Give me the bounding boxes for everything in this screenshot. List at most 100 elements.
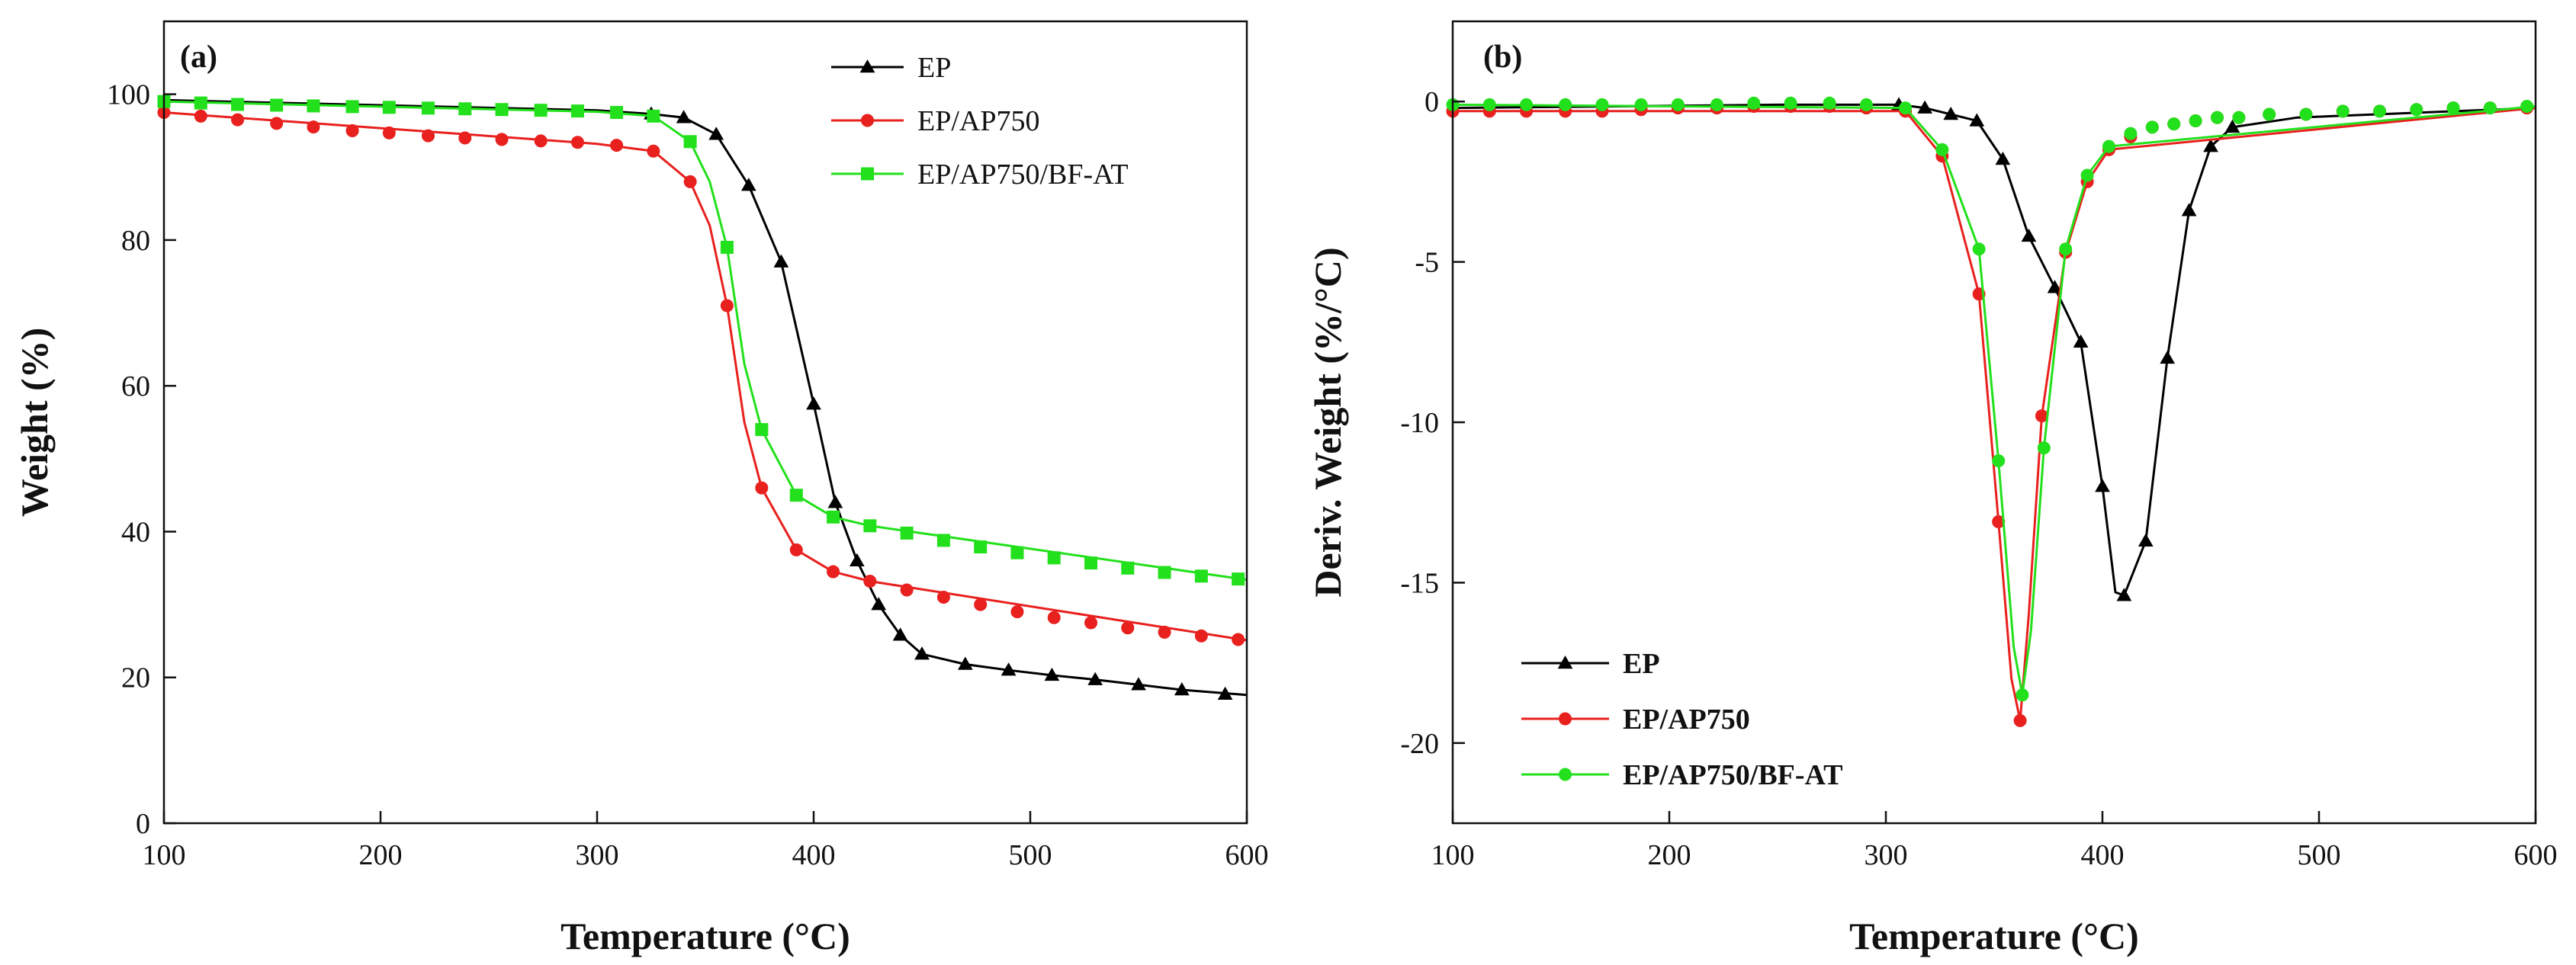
data-point-ep-ap750 [1010, 605, 1024, 619]
panel-a-legend: EP EP/AP750 EP/AP750/BF-AT [831, 52, 1129, 191]
data-point-ep-ap750-bf-at [1084, 556, 1098, 570]
data-point-ep [806, 396, 821, 410]
series-ep-ap750-bf-at [1446, 96, 2536, 702]
data-point-ep [676, 110, 692, 123]
data-point-ep-ap750-bf-at [2446, 101, 2460, 115]
data-point-ep-ap750-bf-at [1158, 566, 1171, 579]
legend-swatch-marker [861, 167, 874, 181]
panel-b-x-axis-title: Temperature (°C) [1849, 915, 2139, 957]
data-point-ep [2138, 533, 2154, 547]
data-point-ep-ap750-bf-at [789, 489, 803, 502]
panel-b-series [1446, 96, 2536, 727]
panel-b-y-axis-title: Deriv. Weight (%/°C) [1306, 247, 1349, 597]
data-point-ep-ap750 [1194, 629, 1208, 643]
data-point-ep-ap750-bf-at [827, 510, 840, 524]
y-tick-label: -15 [1400, 567, 1439, 599]
data-point-ep [1044, 667, 1060, 681]
data-point-ep-ap750-bf-at [2059, 242, 2073, 256]
data-point-ep-ap750-bf-at [683, 135, 697, 149]
data-point-ep [2047, 280, 2063, 293]
panel-b-label: (b) [1483, 40, 1522, 75]
data-point-ep-ap750-bf-at [534, 104, 548, 117]
data-point-ep [740, 178, 756, 191]
data-point-ep-ap750 [1232, 633, 1245, 646]
data-point-ep-ap750 [421, 129, 435, 143]
data-point-ep [914, 646, 930, 660]
panel-a-series [157, 95, 1248, 700]
data-point-ep [1969, 113, 1985, 127]
data-point-ep-ap750-bf-at [345, 100, 359, 114]
x-tick-label: 100 [1431, 839, 1475, 871]
panel-a-plot-frame [162, 20, 1248, 825]
data-point-ep-ap750-bf-at [2080, 168, 2094, 182]
data-point-ep-ap750-bf-at [570, 104, 584, 118]
data-point-ep-ap750-bf-at [2299, 107, 2313, 121]
data-point-ep-ap750 [974, 598, 988, 611]
data-point-ep-ap750-bf-at [2167, 117, 2181, 131]
data-point-ep-ap750-bf-at [1859, 98, 1873, 111]
legend-swatch-marker [1559, 712, 1572, 726]
data-point-ep-ap750 [1084, 616, 1098, 630]
data-point-ep-ap750-bf-at [458, 102, 472, 116]
data-point-ep-ap750-bf-at [421, 101, 435, 115]
data-point-ep-ap750 [2013, 713, 2027, 727]
data-point-ep-ap750-bf-at [2373, 104, 2387, 118]
data-point-ep-ap750 [720, 299, 734, 313]
x-tick-label: 300 [1865, 839, 1908, 871]
panel-a-x-axis-title: Temperature (°C) [560, 915, 850, 957]
data-point-ep [1995, 151, 2011, 165]
data-point-ep-ap750 [1047, 611, 1061, 624]
legend-label: EP [1623, 648, 1660, 680]
data-point-ep-ap750-bf-at [2016, 688, 2029, 702]
data-point-ep-ap750-bf-at [1747, 96, 1761, 110]
data-point-ep-ap750-bf-at [1010, 546, 1024, 559]
data-point-ep-ap750-bf-at [936, 534, 950, 547]
data-point-ep-ap750-bf-at [2037, 441, 2051, 455]
data-point-ep-ap750-bf-at [2520, 100, 2534, 114]
x-tick-label: 200 [1648, 839, 1691, 871]
data-point-ep-ap750-bf-at [270, 98, 284, 112]
y-tick-label: 40 [121, 516, 150, 548]
panel-b-legend: EP EP/AP750 EP/AP750/BF-AT [1521, 648, 1843, 791]
data-point-ep-ap750-bf-at [1899, 101, 1913, 115]
data-point-ep-ap750-bf-at [1520, 98, 1534, 111]
y-tick-label: -20 [1400, 728, 1439, 760]
x-tick-label: 100 [143, 839, 186, 871]
data-point-ep-ap750-bf-at [2124, 127, 2138, 140]
x-tick-label: 200 [359, 839, 403, 871]
legend-item-ep-ap750: EP/AP750 [1521, 704, 1750, 736]
x-tick-label: 500 [2298, 839, 2341, 871]
data-point-ep-ap750-bf-at [647, 109, 660, 123]
data-point-ep-ap750-bf-at [495, 103, 509, 117]
data-point-ep-ap750-bf-at [2483, 101, 2497, 115]
data-point-ep [773, 254, 789, 268]
data-point-ep [2095, 479, 2110, 492]
x-tick-label: 600 [1225, 839, 1269, 871]
data-point-ep [1174, 681, 1190, 696]
data-point-ep [2181, 203, 2197, 216]
data-point-ep-ap750-bf-at [231, 98, 245, 111]
legend-label: EP/AP750/BF-AT [1623, 759, 1843, 791]
legend-swatch-marker [1557, 655, 1573, 669]
data-point-ep-ap750-bf-at [863, 519, 877, 533]
data-point-ep-ap750-bf-at [1047, 551, 1061, 565]
data-point-ep-ap750-bf-at [1671, 98, 1685, 111]
data-point-ep [1087, 672, 1103, 685]
data-point-ep-ap750 [900, 583, 914, 597]
panel-a-y-axis-title: Weight (%) [13, 328, 56, 518]
data-point-ep [1943, 107, 1959, 120]
x-tick-label: 400 [2081, 839, 2125, 871]
data-point-ep-ap750-bf-at [2232, 111, 2246, 124]
data-point-ep-ap750-bf-at [974, 540, 988, 554]
data-point-ep-ap750-bf-at [194, 96, 207, 110]
data-point-ep [892, 627, 908, 641]
data-point-ep-ap750-bf-at [1482, 98, 1496, 111]
y-tick-label: 60 [121, 370, 150, 402]
data-point-ep [2021, 228, 2037, 242]
data-point-ep-ap750-bf-at [720, 240, 734, 254]
data-point-ep-ap750-bf-at [2145, 120, 2159, 134]
series-ep [1452, 97, 2536, 601]
data-point-ep-ap750-bf-at [900, 526, 914, 540]
data-point-ep-ap750-bf-at [1194, 569, 1208, 583]
data-point-ep [2224, 119, 2240, 133]
